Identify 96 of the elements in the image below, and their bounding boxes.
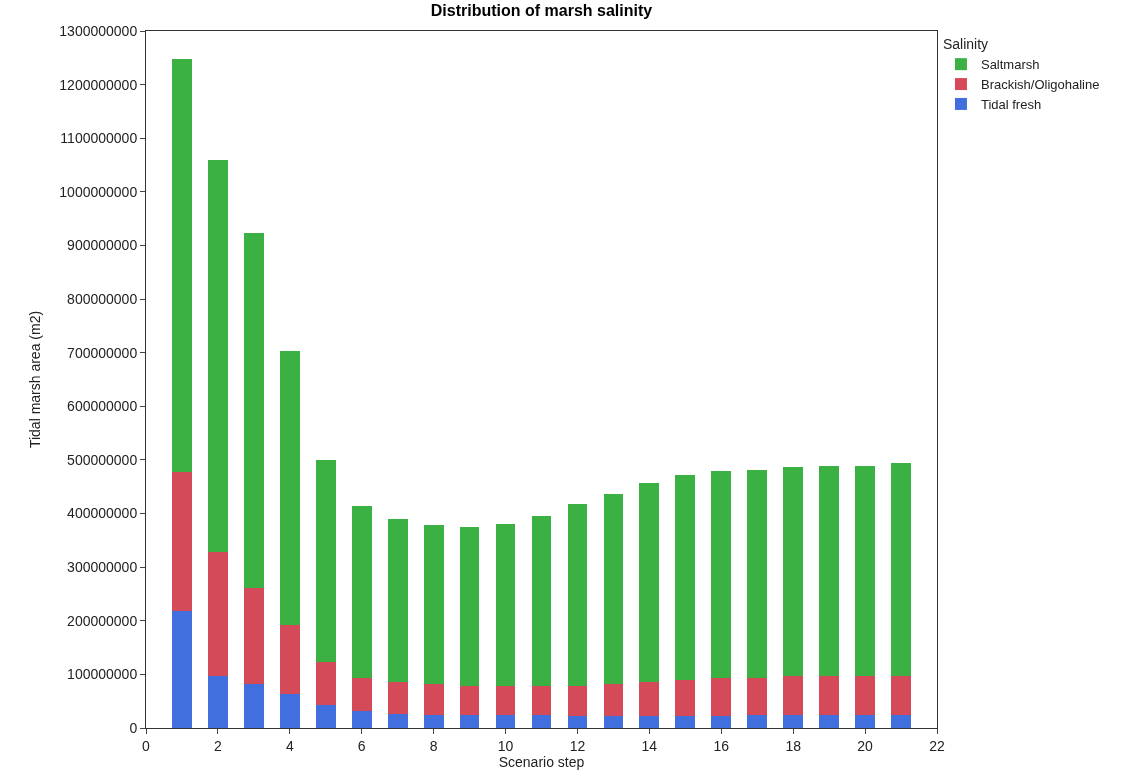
bar xyxy=(855,714,875,728)
x-tick-label: 18 xyxy=(785,737,802,754)
bar xyxy=(891,675,911,715)
bar xyxy=(567,503,588,686)
bar xyxy=(747,470,768,679)
bar xyxy=(783,675,804,715)
bar xyxy=(351,710,372,728)
bar xyxy=(243,588,264,685)
bar xyxy=(172,611,192,728)
y-tick-label: 600000000 xyxy=(67,398,138,415)
bar xyxy=(891,463,911,676)
x-tick-label: 2 xyxy=(214,737,223,754)
x-tick-label: 14 xyxy=(641,737,658,754)
bar xyxy=(603,716,624,728)
bar xyxy=(567,716,588,728)
bar xyxy=(172,59,192,472)
y-tick-label: 400000000 xyxy=(67,505,138,522)
bar xyxy=(603,493,624,685)
x-tick-label: 22 xyxy=(929,737,945,754)
bar xyxy=(819,465,840,676)
bar xyxy=(783,714,804,728)
bar xyxy=(279,693,300,728)
y-tick-label: 1200000000 xyxy=(59,76,138,93)
bar xyxy=(603,684,624,717)
bar xyxy=(531,685,552,715)
x-tick-label: 6 xyxy=(357,737,366,754)
legend-label: Saltmarsh xyxy=(980,57,1040,73)
x-tick-label: 10 xyxy=(497,737,514,754)
y-tick-label: 200000000 xyxy=(67,612,138,629)
bar xyxy=(387,713,408,728)
x-tick-label: 4 xyxy=(285,737,294,754)
bar xyxy=(459,714,480,728)
bar xyxy=(639,482,660,683)
bar xyxy=(495,685,516,715)
x-tick-label: 12 xyxy=(569,737,586,754)
bar xyxy=(315,460,336,662)
x-axis-title: Scenario step xyxy=(498,754,585,771)
y-tick-label: 700000000 xyxy=(67,344,138,361)
bar xyxy=(711,471,732,679)
x-tick-label: 16 xyxy=(713,737,730,754)
bar xyxy=(351,677,372,711)
x-tick-label: 20 xyxy=(857,737,874,754)
bar xyxy=(351,505,372,678)
bar xyxy=(675,716,696,728)
bar xyxy=(315,661,336,706)
bar xyxy=(279,624,300,694)
bar xyxy=(387,518,408,683)
bar xyxy=(459,526,480,686)
bar xyxy=(243,233,264,589)
bar xyxy=(567,685,588,717)
y-axis-title: Tidal marsh area (m2) xyxy=(26,310,43,449)
y-tick-label: 0 xyxy=(129,719,138,736)
chart-title: Distribution of marsh salinity xyxy=(430,1,653,19)
y-tick-label: 1300000000 xyxy=(59,22,138,39)
legend-label: Tidal fresh xyxy=(980,97,1042,113)
bar xyxy=(387,682,408,714)
bar xyxy=(639,716,660,728)
bar xyxy=(747,678,768,715)
bar xyxy=(675,680,696,717)
bar xyxy=(855,675,875,715)
legend-title: Salinity xyxy=(942,36,989,53)
x-tick-label: 0 xyxy=(142,737,151,754)
bar xyxy=(423,684,444,715)
y-tick-label: 500000000 xyxy=(67,451,138,468)
y-tick-label: 900000000 xyxy=(67,237,138,254)
y-tick-label: 800000000 xyxy=(67,290,138,307)
bar xyxy=(819,675,840,715)
bar xyxy=(315,705,336,728)
bar xyxy=(711,716,732,728)
bar xyxy=(891,714,911,728)
bar xyxy=(172,471,192,612)
bar xyxy=(531,516,552,686)
bar xyxy=(423,525,444,685)
bar xyxy=(531,714,552,728)
y-tick-label: 1000000000 xyxy=(59,183,138,200)
bar xyxy=(243,684,264,728)
bar xyxy=(639,682,660,717)
bar xyxy=(459,685,480,715)
bar xyxy=(208,675,228,728)
bar xyxy=(208,159,228,553)
bar xyxy=(711,678,732,717)
y-tick-label: 300000000 xyxy=(67,559,138,576)
bar xyxy=(747,714,768,728)
bar xyxy=(495,714,516,728)
bar xyxy=(495,524,516,686)
bar xyxy=(819,714,840,728)
bar xyxy=(675,474,696,681)
x-tick-label: 8 xyxy=(429,737,438,754)
bar xyxy=(208,552,228,676)
legend-label: Brackish/Oligohaline xyxy=(980,77,1100,93)
bar xyxy=(783,467,804,676)
bar xyxy=(855,465,875,676)
y-tick-label: 100000000 xyxy=(67,666,138,683)
y-tick-label: 1100000000 xyxy=(60,130,138,147)
bar xyxy=(279,350,300,625)
bar xyxy=(423,714,444,728)
